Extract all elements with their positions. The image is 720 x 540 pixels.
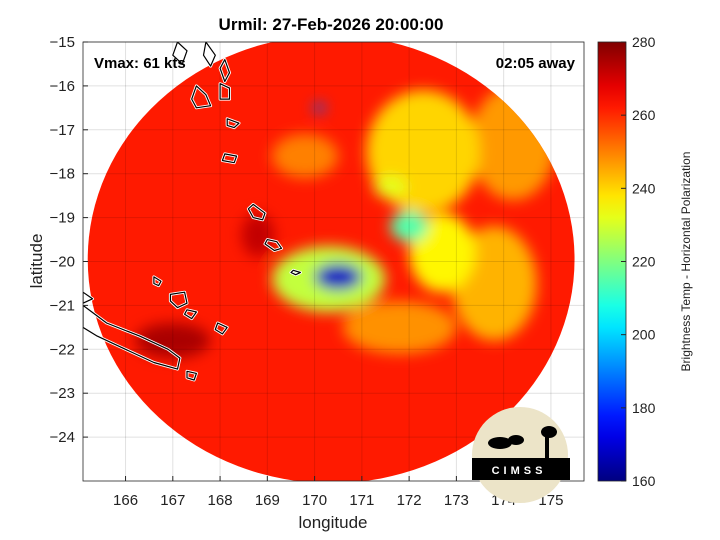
logo-tower-tank bbox=[541, 426, 557, 438]
coastline bbox=[264, 239, 283, 252]
logo-dish-small bbox=[508, 435, 524, 445]
coastline bbox=[191, 85, 212, 109]
chart-title: Urmil: 27-Feb-2026 20:00:00 bbox=[219, 15, 444, 34]
coastline bbox=[172, 42, 188, 65]
x-tick-label: 175 bbox=[538, 492, 563, 509]
x-tick-label: 169 bbox=[255, 492, 280, 509]
swath-feature bbox=[134, 322, 211, 359]
coastline bbox=[202, 42, 216, 67]
swath-layer bbox=[87, 42, 575, 481]
y-tick-label: −16 bbox=[50, 78, 75, 95]
swath-feature bbox=[272, 134, 339, 179]
logo-dish bbox=[488, 437, 512, 449]
logo-disc bbox=[472, 407, 568, 503]
x-ticks: 166 167 168 169 170 171 172 173 174 175 bbox=[113, 476, 563, 509]
y-tick-label: −22 bbox=[50, 341, 75, 358]
coastline bbox=[153, 276, 162, 287]
y-tick-label: −24 bbox=[50, 429, 75, 446]
swath-feature bbox=[313, 103, 325, 113]
coastlines bbox=[83, 42, 302, 382]
swath-feature bbox=[314, 263, 362, 291]
colorbar-tick-label: 240 bbox=[632, 180, 656, 196]
x-tick-label: 170 bbox=[302, 492, 327, 509]
y-tick-label: −18 bbox=[50, 166, 75, 183]
coastline bbox=[290, 269, 301, 276]
logo-band bbox=[472, 458, 570, 480]
colorbar-ticks: 160 180 200 220 240 260 280 bbox=[621, 34, 656, 489]
coastline bbox=[214, 322, 228, 335]
coastline bbox=[186, 370, 197, 381]
y-tick-label: −19 bbox=[50, 210, 75, 227]
time-away-annotation: 02:05 away bbox=[496, 55, 576, 72]
coastline bbox=[219, 83, 231, 100]
y-axis-label: latitude bbox=[27, 234, 46, 289]
colorbar-tick-label: 160 bbox=[632, 473, 656, 489]
coastline bbox=[221, 153, 238, 164]
swath-features bbox=[134, 85, 556, 359]
logo-text: CIMSS bbox=[492, 465, 547, 477]
colorbar-label: Brightness Temp - Horizontal Polarizatio… bbox=[679, 152, 693, 372]
coastline bbox=[169, 291, 188, 309]
coastline bbox=[226, 118, 240, 129]
x-tick-label: 173 bbox=[444, 492, 469, 509]
colorbar-tick-label: 200 bbox=[632, 327, 656, 343]
coastline bbox=[83, 304, 181, 370]
logo-tower bbox=[545, 436, 549, 458]
colorbar-tick-label: 260 bbox=[632, 107, 656, 123]
vmax-annotation: Vmax: 61 kts bbox=[94, 55, 186, 72]
grid bbox=[83, 41, 584, 481]
plot-area: 166 167 168 169 170 171 172 173 174 175 −15−16−17… bbox=[50, 34, 585, 509]
x-axis-label: longitude bbox=[298, 513, 367, 532]
x-tick-label: 168 bbox=[208, 492, 233, 509]
x-tick-label: 171 bbox=[349, 492, 374, 509]
colorbar-tick-label: 280 bbox=[632, 34, 656, 50]
cimss-logo: CIMSS bbox=[472, 407, 570, 503]
coastline bbox=[83, 291, 94, 304]
x-tick-label: 166 bbox=[113, 492, 138, 509]
colorbar-tick-label: 180 bbox=[632, 400, 656, 416]
y-tick-label: −17 bbox=[50, 122, 75, 139]
colorbar-tick-label: 220 bbox=[632, 254, 656, 270]
coastline bbox=[247, 203, 266, 221]
y-tick-label: −21 bbox=[50, 297, 75, 314]
swath-feature bbox=[390, 211, 429, 242]
coastline bbox=[219, 59, 231, 83]
swath-feature bbox=[373, 175, 407, 198]
swath-feature bbox=[342, 301, 457, 354]
coastline bbox=[184, 309, 197, 320]
colorbar: 160 180 200 220 240 260 280 Brightness Temp - … bbox=[597, 34, 693, 489]
y-tick-label: −15 bbox=[50, 34, 75, 51]
x-tick-label: 172 bbox=[397, 492, 422, 509]
y-tick-label: −20 bbox=[50, 254, 75, 271]
x-tick-label: 167 bbox=[160, 492, 185, 509]
y-tick-label: −23 bbox=[50, 385, 75, 402]
y-ticks: −15 −16 −17 −18 −19 −20 −21 −22 −23 −24 bbox=[50, 34, 88, 446]
